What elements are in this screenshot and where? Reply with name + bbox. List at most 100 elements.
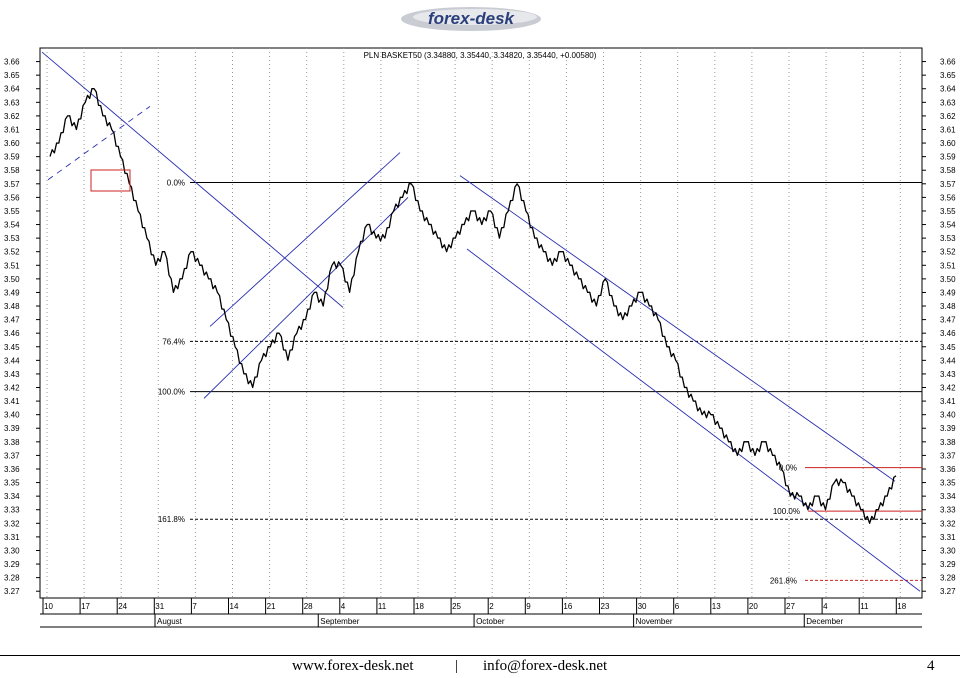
y-tick-label-left: 3.59 (4, 153, 20, 162)
y-tick-label-right: 3.47 (940, 316, 956, 325)
y-tick-label-left: 3.44 (4, 356, 20, 365)
x-tick-label: 27 (786, 602, 795, 611)
month-axis: August September October November December (154, 614, 843, 627)
y-tick-label-right: 3.27 (940, 587, 956, 596)
x-tick-label: 20 (749, 602, 758, 611)
trend-line (47, 106, 151, 181)
y-tick-label-right: 3.60 (940, 139, 956, 148)
y-tick-label-right: 3.39 (940, 424, 956, 433)
fib-levels: 0.0% 76.4% 100.0% 161.8% 0.0% 100.0% 261.8% (158, 178, 922, 585)
y-tick-label-right: 3.38 (940, 438, 956, 447)
x-tick-label: 11 (378, 602, 387, 611)
footer-separator: | (455, 658, 459, 674)
x-tick-label: 6 (675, 602, 680, 611)
x-tick-label: 11 (860, 602, 869, 611)
y-tick-label-right: 3.42 (940, 384, 956, 393)
y-tick-label-right: 3.31 (940, 533, 956, 542)
x-tick-label: 23 (601, 602, 610, 611)
y-tick-label-left: 3.52 (4, 248, 20, 257)
y-tick-label-right: 3.61 (940, 125, 956, 134)
y-tick-label-left: 3.66 (4, 58, 20, 67)
y-tick-label-right: 3.34 (940, 492, 956, 501)
plot-border (39, 47, 923, 599)
y-tick-label-right: 3.64 (940, 85, 956, 94)
y-tick-label-right: 3.57 (940, 180, 956, 189)
trend-line (41, 51, 344, 308)
y-tick-label-left: 3.28 (4, 574, 20, 583)
y-tick-label-left: 3.37 (4, 451, 20, 460)
price-chart: PLN BASKET50 (3.34880, 3.35440, 3.34820,… (4, 47, 956, 628)
y-tick-label-right: 3.33 (940, 506, 956, 515)
y-tick-label-left: 3.30 (4, 546, 20, 555)
y-tick-label-left: 3.61 (4, 125, 20, 134)
fib-level-label: 0.0% (167, 178, 185, 187)
y-tick-label-right: 3.41 (940, 397, 956, 406)
y-tick-label-left: 3.49 (4, 288, 20, 297)
logo-text: forex-desk (428, 9, 516, 28)
x-tick-label: 2 (489, 602, 494, 611)
y-tick-label-left: 3.58 (4, 166, 20, 175)
y-tick-label-right: 3.32 (940, 519, 956, 528)
x-tick-label: 18 (897, 602, 906, 611)
y-tick-label-left: 3.45 (4, 343, 20, 352)
y-tick-label-left: 3.33 (4, 506, 20, 515)
y-tick-label-left: 3.51 (4, 261, 20, 270)
y-tick-label-right: 3.30 (940, 546, 956, 555)
x-tick-label: 16 (563, 602, 572, 611)
y-tick-label-left: 3.50 (4, 275, 20, 284)
fib-level-label-red: 100.0% (773, 507, 800, 516)
y-tick-label-right: 3.65 (940, 71, 956, 80)
month-label: December (806, 617, 843, 626)
y-tick-label-left: 3.43 (4, 370, 20, 379)
y-tick-label-right: 3.50 (940, 275, 956, 284)
y-tick-label-left: 3.55 (4, 207, 20, 216)
x-tick-label: 4 (341, 602, 346, 611)
month-label: November (636, 617, 673, 626)
page-number: 4 (927, 658, 935, 674)
price-series (49, 87, 897, 524)
y-tick-label-left: 3.47 (4, 316, 20, 325)
y-tick-label-right: 3.46 (940, 329, 956, 338)
y-tick-label-right: 3.44 (940, 356, 956, 365)
footer: www.forex-desk.net | info@forex-desk.net… (0, 655, 960, 678)
y-tick-label-left: 3.41 (4, 397, 20, 406)
x-tick-label: 7 (192, 602, 197, 611)
x-tick-label: 18 (415, 602, 424, 611)
y-tick-label-left: 3.32 (4, 519, 20, 528)
trend-line (459, 175, 896, 482)
fib-level-label: 76.4% (162, 337, 185, 346)
x-tick-label: 28 (304, 602, 313, 611)
x-tick-label: 21 (267, 602, 276, 611)
y-tick-label-right: 3.59 (940, 153, 956, 162)
y-tick-label-left: 3.62 (4, 112, 20, 121)
y-tick-label-left: 3.40 (4, 411, 20, 420)
highlight-box (90, 169, 131, 192)
y-tick-label-left: 3.63 (4, 98, 20, 107)
y-tick-label-left: 3.60 (4, 139, 20, 148)
y-tick-label-left: 3.38 (4, 438, 20, 447)
y-tick-label-right: 3.63 (940, 98, 956, 107)
y-axis-right: 3.66 3.65 3.64 3.63 3.62 3.61 3.60 3.59 3.58 3.57… (922, 58, 956, 596)
month-label: September (320, 617, 359, 626)
footer-email: info@forex-desk.net (483, 658, 608, 674)
price-line (49, 87, 897, 524)
month-label: August (157, 617, 183, 626)
y-tick-label-right: 3.28 (940, 574, 956, 583)
y-tick-label-right: 3.48 (940, 302, 956, 311)
y-tick-label-right: 3.51 (940, 261, 956, 270)
y-tick-label-right: 3.43 (940, 370, 956, 379)
trend-line (209, 152, 401, 327)
y-tick-label-left: 3.53 (4, 234, 20, 243)
fib-level-label: 100.0% (158, 388, 185, 397)
y-tick-label-left: 3.42 (4, 384, 20, 393)
y-tick-label-left: 3.65 (4, 71, 20, 80)
x-axis: 10 17 24 31 7 14 21 28 4 11 18 25 2 9 16 23 30 6 13 20 27 4 11… (42, 598, 907, 614)
y-tick-label-right: 3.49 (940, 288, 956, 297)
y-tick-label-left: 3.27 (4, 587, 20, 596)
y-tick-label-right: 3.37 (940, 451, 956, 460)
y-tick-label-right: 3.62 (940, 112, 956, 121)
y-tick-label-right: 3.56 (940, 193, 956, 202)
y-tick-label-left: 3.35 (4, 479, 20, 488)
x-tick-label: 9 (526, 602, 531, 611)
x-tick-label: 14 (230, 602, 239, 611)
